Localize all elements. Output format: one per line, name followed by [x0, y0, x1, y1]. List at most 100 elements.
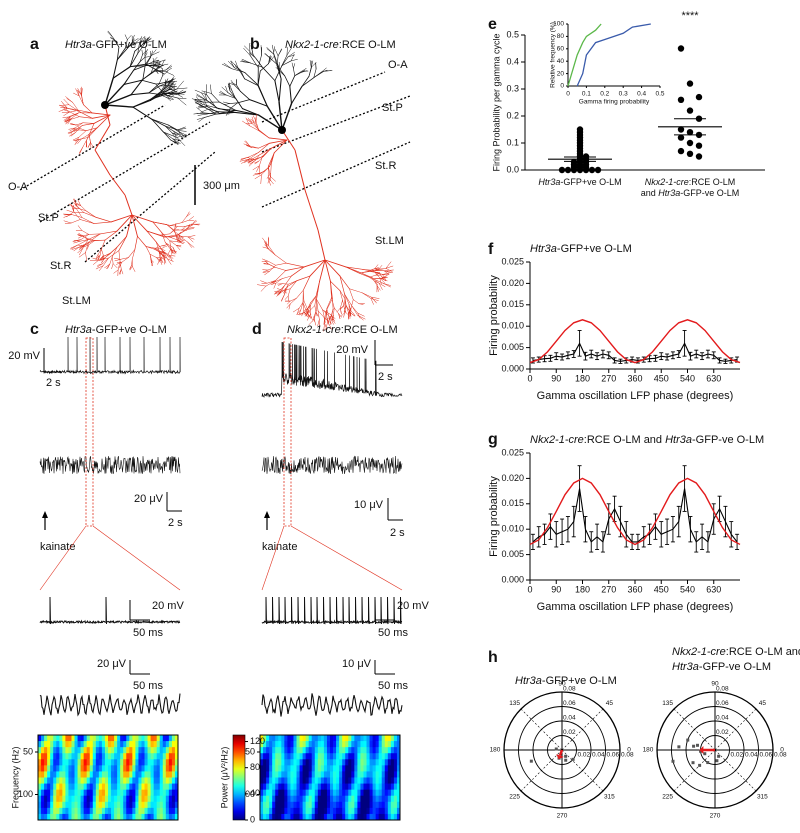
spectrogram-cell — [311, 741, 316, 748]
spectrogram-cell — [314, 747, 319, 754]
spectrogram-cell — [153, 789, 158, 797]
spectrogram-cell — [360, 765, 364, 772]
spectrogram-cell — [330, 759, 334, 766]
data-point — [588, 166, 596, 174]
spectrogram-cell — [333, 783, 337, 791]
neurite — [330, 280, 341, 291]
neurite — [225, 94, 237, 99]
neurite — [293, 63, 296, 69]
spectrogram-cell — [89, 789, 94, 797]
neurite — [249, 125, 260, 132]
neurite — [159, 233, 170, 236]
neurite — [317, 310, 320, 320]
neurite — [378, 282, 386, 287]
spectrogram-cell — [272, 765, 276, 772]
neurite — [80, 234, 90, 240]
spectrogram-cell — [77, 753, 82, 760]
spectrogram-cell — [168, 789, 173, 797]
r-tick-label: 0.02 — [716, 729, 729, 736]
spectrogram-cell — [263, 759, 267, 766]
angle-tick-label: 0 — [627, 747, 631, 754]
title-part: Htr3a — [515, 675, 542, 687]
neurite — [231, 90, 236, 99]
spectrogram-cell — [65, 795, 69, 803]
angle-tick-label: 45 — [759, 700, 767, 707]
spectrogram-cell — [290, 783, 294, 791]
spectrogram-cell — [38, 747, 42, 754]
spectrogram-cell — [165, 807, 170, 815]
x-tick-label-part: -GFP+ve O-LM — [560, 177, 621, 187]
spectrogram-cell — [363, 783, 367, 791]
spectrogram-cell — [153, 753, 158, 760]
neurite — [321, 69, 328, 73]
spectrogram-cell — [56, 783, 60, 791]
neurite — [153, 63, 161, 67]
spectrogram-cell — [126, 777, 130, 784]
grid-spoke — [561, 749, 604, 792]
spectrogram-cell — [98, 735, 103, 742]
neurite — [243, 159, 252, 163]
spectrogram-cell — [308, 753, 313, 760]
neurite — [266, 47, 274, 55]
spectrogram-cell — [95, 807, 100, 815]
neurite — [178, 229, 188, 235]
spectrogram-cell — [326, 801, 331, 809]
spectrogram-cell — [317, 777, 322, 784]
neurite — [264, 163, 272, 172]
spectrogram-cell — [360, 807, 364, 815]
spectrogram-cell — [108, 801, 112, 809]
spectrogram-cell — [317, 771, 322, 778]
neurite — [259, 63, 269, 72]
title: Nkx2-1-cre:RCE O-LM — [285, 39, 396, 51]
spectrogram-cell — [86, 747, 91, 754]
spectrogram-cell — [95, 795, 100, 803]
neurite — [171, 132, 177, 140]
spectrogram-cell — [390, 741, 395, 748]
spectrogram-cell — [387, 789, 392, 797]
neurite — [340, 307, 342, 315]
spectrogram-cell — [150, 759, 155, 766]
neurite — [124, 34, 128, 40]
spectrogram-cell — [62, 807, 66, 815]
spectrogram-cell — [138, 759, 142, 766]
spectrogram-cell — [275, 807, 279, 815]
spectrogram-cell — [41, 765, 45, 772]
spectrogram-cell — [77, 741, 82, 748]
neurite — [371, 270, 380, 275]
spectrogram-cell — [53, 741, 57, 748]
spectrogram-cell — [89, 753, 94, 760]
spectrogram-cell — [330, 801, 334, 809]
title-part: -GFP+ve O-LM — [92, 39, 167, 51]
spectrogram-cell — [68, 747, 72, 754]
spectrogram-cell — [363, 801, 367, 809]
spectrogram-cell — [284, 771, 288, 778]
neurite — [131, 214, 138, 237]
spectrogram-cell — [272, 771, 276, 778]
spectrogram-cell — [156, 795, 161, 803]
data-point — [686, 129, 694, 136]
spectrogram-cell — [47, 777, 51, 784]
spectrogram-cell — [41, 807, 45, 815]
spectrogram-cell — [74, 789, 78, 797]
spectrogram-cell — [89, 759, 94, 766]
spectrogram-cell — [281, 771, 285, 778]
spectrogram-cell — [330, 789, 334, 797]
spectrogram-cell — [275, 813, 279, 821]
spectrogram-cell — [326, 777, 331, 784]
spectrogram-cell — [123, 771, 127, 778]
neurite — [131, 214, 154, 223]
spectrogram-cell — [92, 747, 97, 754]
x-tick-label-part: Nkx2-1-cre — [645, 177, 689, 187]
spectrogram-cell — [369, 765, 374, 772]
spectrogram-cell — [360, 789, 364, 797]
neurite — [270, 282, 277, 285]
spectrogram-cell — [86, 759, 91, 766]
neurite — [141, 49, 143, 55]
spectrogram-cell — [92, 783, 97, 791]
spectrogram-cell — [375, 735, 380, 742]
neurite — [316, 299, 323, 311]
spectrogram-cell — [114, 795, 118, 803]
neurite — [247, 159, 255, 163]
neurite — [129, 53, 139, 68]
panel-letter: b — [250, 36, 260, 53]
